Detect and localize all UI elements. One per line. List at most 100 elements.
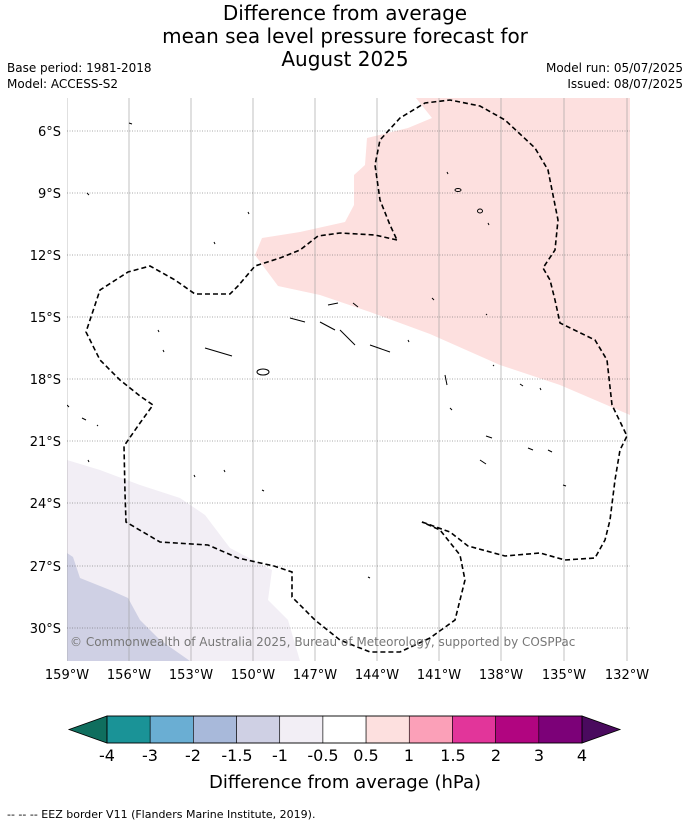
lon-label: 144°W — [355, 668, 399, 683]
island — [449, 407, 453, 411]
colorbar-tick: -1.5 — [221, 746, 252, 765]
colorbar — [67, 715, 622, 744]
colorbar-bin — [106, 715, 151, 744]
island — [477, 208, 483, 214]
island — [213, 241, 216, 245]
colorbar-bin — [149, 715, 194, 744]
lat-label: 12°S — [30, 249, 61, 264]
island — [319, 321, 336, 331]
copyright-text: © Commonwealth of Australia 2025, Bureau… — [70, 635, 575, 649]
island — [446, 171, 449, 175]
island — [157, 329, 160, 333]
eez-legend-text: -- -- -- EEZ border V11 (Flanders Marine… — [7, 808, 316, 821]
colorbar-bin — [408, 715, 453, 744]
colorbar-bin — [365, 715, 410, 744]
lon-label: 159°W — [45, 668, 89, 683]
island — [352, 302, 359, 308]
lon-label: 156°W — [107, 668, 151, 683]
colorbar-tick-labels: -4 -3 -2 -1.5 -1 -0.5 0.5 1 1.5 2 3 4 — [99, 746, 587, 765]
lon-label: 135°W — [542, 668, 586, 683]
island — [519, 383, 524, 387]
lat-label: 21°S — [30, 435, 61, 450]
title-line-3: August 2025 — [281, 47, 409, 71]
island — [454, 188, 462, 192]
issued-text: Issued: 08/07/2025 — [567, 77, 683, 91]
island — [369, 344, 391, 353]
lat-label: 9°S — [38, 187, 61, 202]
island — [162, 349, 165, 353]
colorbar-tick: 3 — [534, 746, 544, 765]
island — [547, 449, 553, 453]
lat-label: 6°S — [38, 125, 61, 140]
positive-anomaly-region — [255, 98, 630, 415]
island — [327, 302, 339, 306]
lon-label: 150°W — [231, 668, 275, 683]
island — [485, 435, 493, 439]
colorbar-bin — [236, 715, 281, 744]
island — [527, 447, 534, 451]
island — [261, 489, 265, 492]
island — [407, 339, 410, 343]
colorbar-tick: 1 — [404, 746, 414, 765]
lat-label: 15°S — [30, 311, 61, 326]
colorbar-bin — [538, 715, 583, 744]
lon-label: 141°W — [417, 668, 461, 683]
colorbar-high-extend — [581, 715, 622, 744]
meta-left: Base period: 1981-2018 Model: ACCESS-S2 — [7, 60, 152, 92]
lon-label: 153°W — [169, 668, 213, 683]
lon-label: 132°W — [605, 668, 649, 683]
island — [256, 368, 270, 376]
island — [81, 417, 87, 421]
island — [485, 313, 488, 316]
colorbar-tick: 0.5 — [353, 746, 378, 765]
colorbar-tick: 1.5 — [440, 746, 465, 765]
model-run-text: Model run: 05/07/2025 — [545, 61, 683, 75]
colorbar-tick: 4 — [577, 746, 587, 765]
lon-label: 147°W — [293, 668, 337, 683]
island — [562, 484, 567, 487]
eez-borders — [85, 99, 628, 653]
island — [339, 329, 356, 346]
island — [487, 222, 490, 226]
island — [87, 459, 90, 463]
colorbar-bin — [452, 715, 496, 744]
island — [193, 474, 196, 478]
model-text: Model: ACCESS-S2 — [7, 77, 119, 91]
strong-negative-region — [67, 553, 190, 661]
colorbar-low-extend — [67, 715, 108, 744]
island — [128, 122, 133, 125]
island — [204, 347, 233, 357]
lat-label: 27°S — [30, 560, 61, 575]
colorbar-bin — [495, 715, 540, 744]
island — [539, 387, 542, 391]
eez-border-northeast — [374, 99, 628, 561]
island — [492, 364, 495, 367]
colorbar-bin — [193, 715, 237, 744]
longitude-labels: 159°W 156°W 153°W 150°W 147°W 144°W 141°… — [45, 668, 649, 683]
map-area: © Commonwealth of Australia 2025, Bureau… — [67, 98, 630, 661]
island — [444, 374, 448, 386]
lat-label: 30°S — [30, 622, 61, 637]
title-line-1: Difference from average — [222, 1, 468, 25]
colorbar-bins — [106, 715, 583, 744]
base-period-text: Base period: 1981-2018 — [7, 61, 152, 75]
colorbar-bin — [322, 715, 367, 744]
longitude-gridlines — [67, 98, 628, 661]
colorbar-frame — [106, 715, 583, 744]
island — [431, 297, 435, 301]
lat-label: 24°S — [30, 497, 61, 512]
island — [247, 211, 250, 215]
colorbar-bin — [279, 715, 324, 744]
map-title: Difference from average mean sea level p… — [0, 2, 690, 71]
meta-right: Model run: 05/07/2025 Issued: 08/07/2025 — [546, 60, 683, 92]
lat-label: 18°S — [30, 373, 61, 388]
island — [367, 576, 371, 579]
island — [223, 469, 226, 473]
colorbar-tick: 2 — [491, 746, 501, 765]
colorbar-tick: -0.5 — [307, 746, 338, 765]
colorbar-tick: -4 — [99, 746, 115, 765]
island — [67, 404, 70, 408]
colorbar-tick: -1 — [272, 746, 288, 765]
lon-label: 138°W — [479, 668, 523, 683]
